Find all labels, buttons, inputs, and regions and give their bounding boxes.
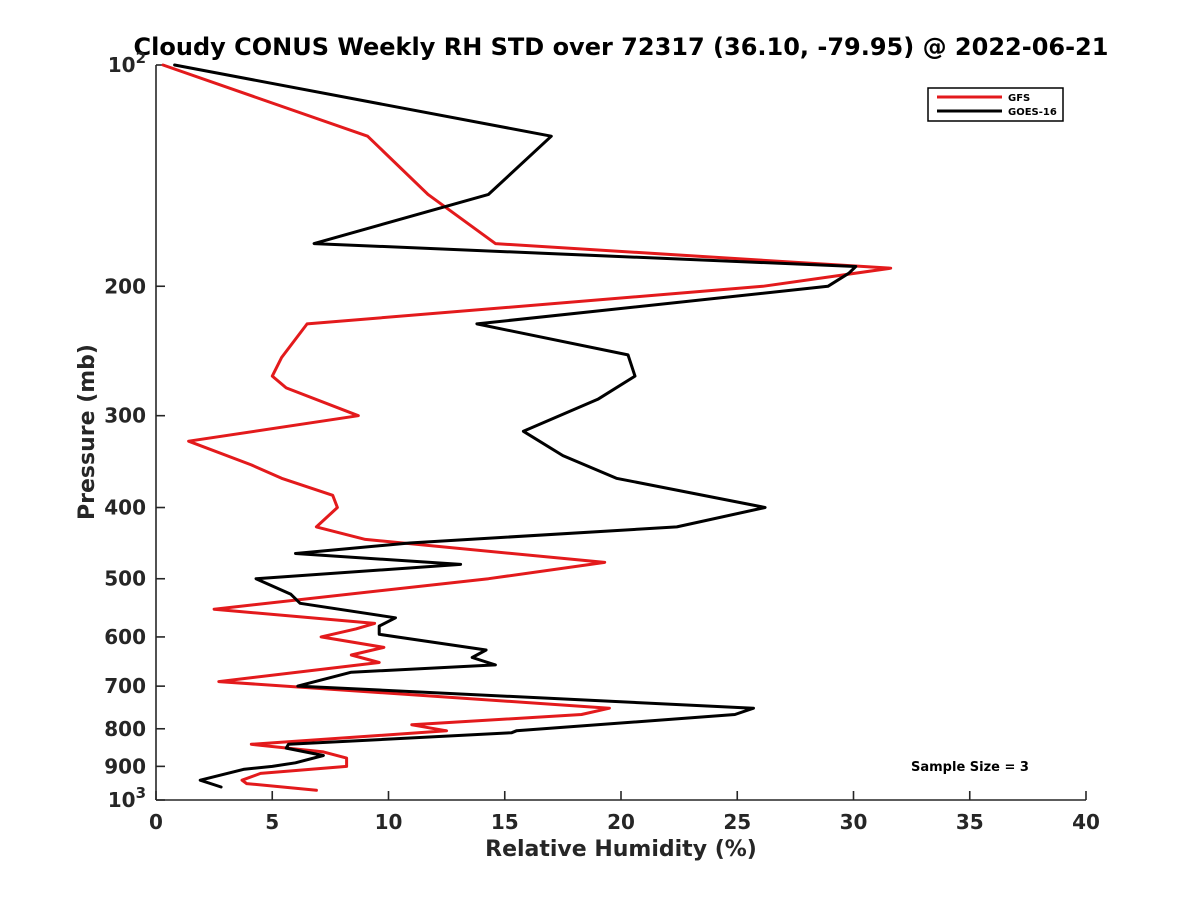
- chart-title: Cloudy CONUS Weekly RH STD over 72317 (3…: [134, 33, 1109, 61]
- x-tick-label: 35: [956, 810, 984, 834]
- y-axis-label: Pressure (mb): [75, 344, 100, 520]
- x-tick-label: 30: [840, 810, 868, 834]
- y-tick-label: 103: [108, 784, 146, 812]
- series-line-gfs: [161, 63, 893, 792]
- x-tick-label: 15: [491, 810, 519, 834]
- y-tick-label: 500: [104, 567, 146, 591]
- y-tick-label-exponent: 2: [136, 49, 146, 67]
- legend-box: [927, 87, 1064, 122]
- x-tick-label: 5: [265, 810, 279, 834]
- x-axis-label: Relative Humidity (%): [485, 837, 757, 862]
- x-tick-label: 10: [375, 810, 403, 834]
- y-tick-label: 900: [104, 754, 146, 778]
- y-tick-label: 600: [104, 625, 146, 649]
- y-tick-label: 300: [104, 404, 146, 428]
- x-tick-label: 40: [1072, 810, 1100, 834]
- y-tick-label: 400: [104, 496, 146, 520]
- x-tick-label: 20: [607, 810, 635, 834]
- legend-label: GFS: [1008, 93, 1030, 104]
- x-tick-label: 25: [723, 810, 751, 834]
- plot-area: [155, 65, 1086, 801]
- series-layer: [161, 63, 893, 792]
- legend: GFS GOES-16: [927, 87, 1064, 122]
- legend-label: GOES-16: [1008, 107, 1057, 118]
- x-tick-label: 0: [149, 810, 163, 834]
- sample-size-annotation: Sample Size = 3: [911, 760, 1029, 775]
- series-line-goes-16: [173, 63, 858, 789]
- y-tick-label: 200: [104, 274, 146, 298]
- y-tick-label: 700: [104, 674, 146, 698]
- y-tick-label-exponent: 3: [136, 784, 146, 802]
- x-ticks: 0 5 10 15 20 25 30 35 40: [149, 791, 1100, 834]
- y-tick-label: 800: [104, 717, 146, 741]
- y-tick-label-base: 10: [108, 788, 136, 812]
- y-tick-label: 102: [108, 49, 146, 77]
- y-tick-label-base: 10: [108, 53, 136, 77]
